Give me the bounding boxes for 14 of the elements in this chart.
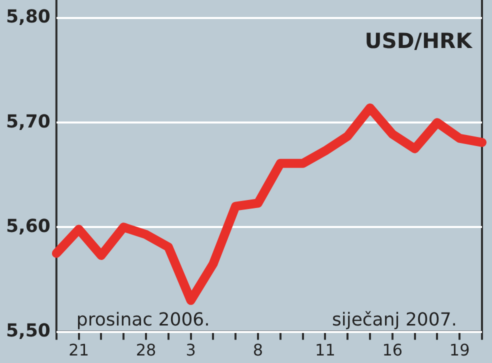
x-tick-label: 8 (252, 340, 264, 360)
x-tick-label: 3 (186, 340, 196, 360)
x-tick-label: 19 (449, 340, 470, 360)
y-tick-label: 5,80 (6, 6, 50, 28)
x-tick-label: 16 (382, 340, 403, 360)
y-tick-label: 5,50 (6, 320, 50, 342)
x-tick-label: 28 (136, 340, 156, 360)
x-tick-label: 11 (315, 340, 336, 360)
text: USD/HRK (364, 28, 473, 53)
x-tick-label: 21 (68, 340, 89, 360)
annotation: siječanj 2007. (332, 309, 457, 330)
y-tick-label: 5,70 (6, 111, 50, 132)
y-tick-label: 5,60 (6, 216, 50, 237)
annotation: prosinac 2006. (76, 309, 210, 330)
